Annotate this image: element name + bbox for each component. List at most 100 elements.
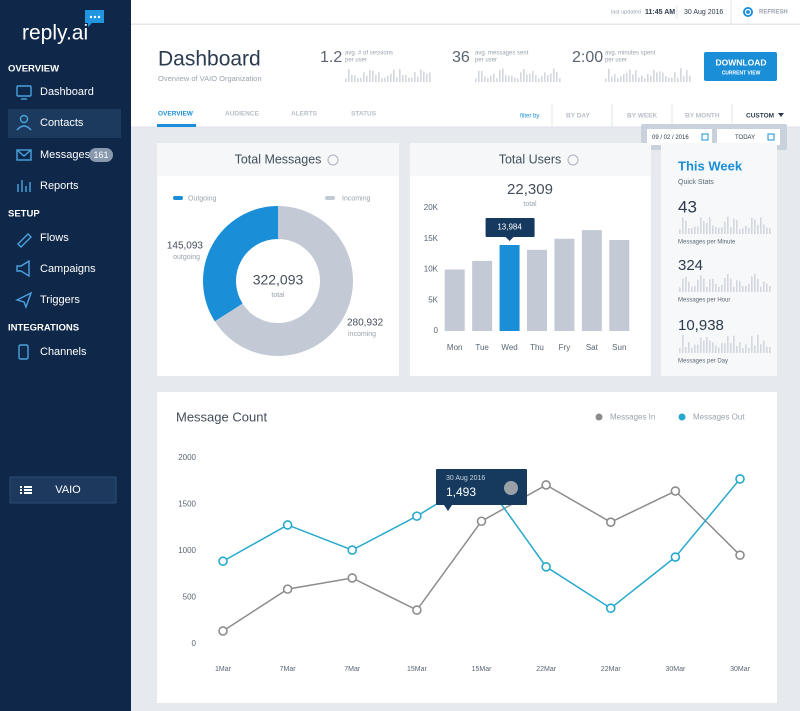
nav-item[interactable]: Campaigns	[40, 263, 96, 275]
sparkbar	[369, 69, 371, 82]
point	[735, 474, 745, 484]
sparkbar	[553, 68, 555, 82]
sparkbar	[487, 78, 489, 82]
x-tick-label: Fry	[559, 343, 571, 352]
info-icon[interactable]	[327, 154, 339, 166]
sparkbar	[351, 74, 353, 82]
sparkbar	[703, 221, 705, 234]
y-tick-label: 20K	[424, 203, 439, 212]
calendar-icon	[701, 133, 709, 141]
nav-item[interactable]: Triggers	[40, 294, 80, 306]
sparkbar	[766, 346, 768, 353]
info-icon[interactable]	[567, 154, 579, 166]
sparkbar	[605, 78, 607, 82]
sparkbar	[769, 227, 771, 234]
sparkbar	[682, 334, 684, 353]
sparkbar	[679, 348, 681, 353]
date-input[interactable]	[647, 129, 712, 145]
sparkbar	[754, 345, 756, 353]
card-subtitle: Quick Stats	[678, 179, 714, 186]
sparkbar	[638, 77, 640, 82]
tab[interactable]: AUDIENCE	[225, 111, 260, 118]
nav-item[interactable]: Contacts	[40, 117, 84, 129]
filter[interactable]: BY MONTH	[685, 113, 720, 120]
nav-item[interactable]: Messages	[40, 149, 91, 161]
sparkbar	[387, 75, 389, 82]
filter-active[interactable]: CUSTOM	[746, 113, 774, 120]
sparkbar	[700, 275, 702, 292]
sparkbar	[490, 75, 492, 82]
tab-underline	[157, 124, 196, 127]
card-title: Total Messages	[235, 152, 322, 166]
nav-item[interactable]: Channels	[40, 346, 87, 358]
sparkbar	[739, 281, 741, 292]
sparkbar	[718, 286, 720, 292]
sparkbar	[481, 70, 483, 82]
refresh-label[interactable]: REFRESH	[759, 10, 788, 16]
value-tooltip-pointer	[505, 236, 514, 241]
download-button[interactable]	[704, 52, 777, 81]
sparkbar	[766, 283, 768, 292]
bar	[554, 238, 575, 331]
sparkbar	[730, 278, 732, 292]
refresh-icon[interactable]	[743, 7, 753, 17]
icon-flows	[17, 233, 32, 248]
sparkbar	[384, 77, 386, 82]
badge	[89, 148, 113, 162]
sparkbar	[360, 77, 362, 82]
sparkbar	[629, 69, 631, 82]
tooltip	[436, 469, 527, 505]
icon-messages	[16, 149, 32, 157]
tab[interactable]: ALERTS	[291, 111, 318, 118]
legend-swatch	[595, 413, 603, 421]
sparkbar	[700, 217, 702, 234]
sparkbar	[736, 345, 738, 353]
sparkbar	[659, 71, 661, 82]
nav-item[interactable]: Dashboard	[40, 86, 94, 98]
stat-unit: per user	[345, 58, 367, 64]
page-title: Dashboard	[158, 48, 261, 71]
sparkbar	[688, 281, 690, 292]
sparkbar	[372, 70, 374, 82]
sparkbar	[475, 78, 477, 82]
sparkbar	[763, 281, 765, 292]
sparkbar	[769, 286, 771, 292]
x-tick-label: 1Mar	[215, 666, 232, 673]
filter[interactable]: BY DAY	[566, 113, 591, 120]
sparkbar	[677, 78, 679, 82]
chart-layer: Outgoing Incoming 145,093 outgoing 280,932 in…	[167, 68, 771, 673]
sparkbar	[748, 227, 750, 234]
sparkbar	[685, 346, 687, 353]
sparkbar	[733, 286, 735, 292]
icon-messages	[16, 149, 32, 161]
filter[interactable]: BY WEEK	[627, 113, 658, 120]
date-input[interactable]	[717, 129, 780, 145]
logo[interactable]: reply.ai	[22, 22, 88, 45]
legend-swatch	[173, 196, 183, 200]
sparkbar	[414, 72, 416, 82]
sparkbar	[529, 73, 531, 82]
legend-swatch	[325, 196, 335, 200]
sparkbar	[748, 347, 750, 353]
sparkbar	[694, 226, 696, 234]
quick-stat-value: 43	[678, 197, 697, 216]
org-icon	[20, 486, 32, 494]
card-header	[410, 143, 651, 176]
sparkbar	[703, 278, 705, 292]
x-tick-label: Wed	[501, 343, 517, 352]
point	[347, 545, 358, 555]
sparkbar	[751, 276, 753, 292]
x-tick-label: 22Mar	[601, 666, 622, 673]
legend-label: Incoming	[342, 195, 371, 202]
nav-item[interactable]: Flows	[40, 232, 69, 244]
sparkbar	[754, 273, 756, 292]
nav-item[interactable]: Reports	[40, 180, 79, 192]
sparkbar	[757, 224, 759, 234]
sparkbar	[679, 229, 681, 234]
tab-active[interactable]: OVERVIEW	[158, 111, 194, 118]
filter-dividers	[551, 104, 733, 127]
tab[interactable]: STATUS	[351, 111, 377, 118]
x-tick-label: Sun	[612, 343, 626, 352]
stat-unit: per user	[605, 58, 627, 64]
sparkbar	[496, 78, 498, 82]
